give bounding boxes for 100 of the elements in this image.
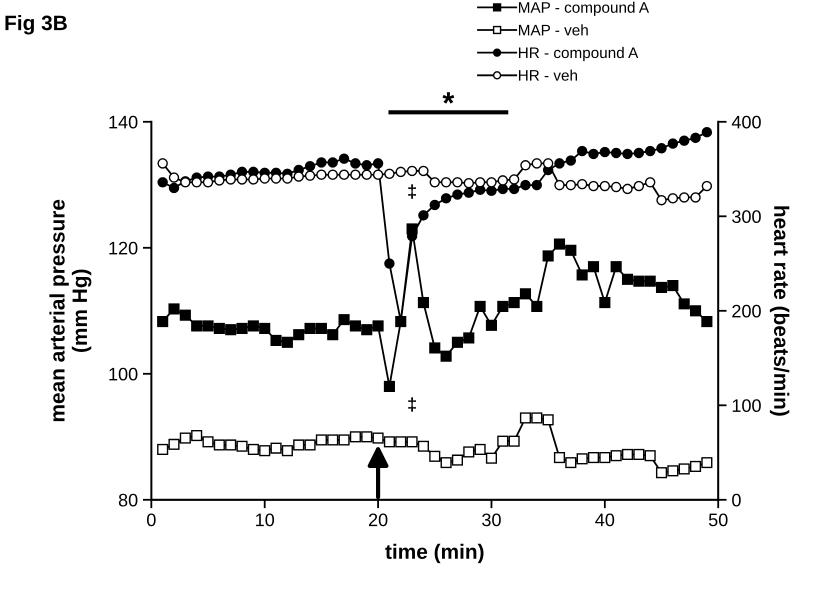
point xyxy=(191,430,202,442)
point xyxy=(656,282,668,294)
x-tick-label: 30 xyxy=(482,513,501,526)
point xyxy=(372,170,384,180)
point xyxy=(293,439,304,451)
point xyxy=(452,189,463,200)
point xyxy=(600,180,610,192)
y-tick-label: 140 xyxy=(109,116,138,129)
point xyxy=(520,288,532,300)
point xyxy=(678,298,690,310)
point xyxy=(542,158,554,169)
point xyxy=(610,261,622,272)
point xyxy=(474,300,486,312)
legend-label: MAP - veh xyxy=(518,24,588,36)
point xyxy=(168,182,180,194)
point xyxy=(690,305,702,316)
y2-tick-label: 200 xyxy=(732,304,761,318)
point xyxy=(304,322,316,334)
point xyxy=(644,177,656,188)
point xyxy=(440,457,452,468)
point xyxy=(225,324,236,336)
point xyxy=(396,166,406,178)
point xyxy=(372,432,384,444)
point xyxy=(576,146,588,156)
point xyxy=(588,180,599,192)
point xyxy=(656,143,667,154)
point xyxy=(259,322,270,334)
point xyxy=(576,269,588,280)
point xyxy=(486,320,498,331)
point xyxy=(520,160,531,170)
point xyxy=(644,146,656,156)
point xyxy=(656,195,667,206)
y-tick-label: 80 xyxy=(118,494,138,507)
point xyxy=(452,336,463,348)
point xyxy=(384,436,395,448)
point xyxy=(293,329,304,340)
point xyxy=(395,436,406,448)
point xyxy=(532,158,542,169)
point xyxy=(656,467,668,478)
point xyxy=(191,177,202,188)
point xyxy=(463,446,474,458)
point xyxy=(316,434,327,446)
point xyxy=(361,324,372,336)
point xyxy=(282,173,293,184)
point xyxy=(668,138,678,149)
point xyxy=(600,146,610,158)
point xyxy=(384,168,395,179)
x-tick-label: 50 xyxy=(708,513,728,526)
x-tick-label: 10 xyxy=(256,513,274,526)
point xyxy=(157,444,168,455)
legend-label: HR - veh xyxy=(518,70,577,81)
point xyxy=(667,280,678,292)
point xyxy=(440,350,452,362)
point xyxy=(678,192,690,203)
point xyxy=(531,412,542,424)
point xyxy=(701,457,712,468)
point xyxy=(644,276,656,287)
point xyxy=(474,444,486,455)
y-axis-title: mean arterial pressure (mm Hg) xyxy=(49,200,92,422)
point xyxy=(418,210,429,221)
point xyxy=(440,193,452,204)
y2-tick-label: 100 xyxy=(732,399,761,412)
point xyxy=(633,276,644,287)
point xyxy=(361,431,372,442)
point xyxy=(430,200,440,210)
point xyxy=(464,178,474,188)
point xyxy=(474,177,486,188)
y2-tick-label: 400 xyxy=(732,116,761,129)
y-tick-label: 120 xyxy=(109,242,138,255)
point xyxy=(214,439,225,451)
point xyxy=(610,450,622,462)
point xyxy=(328,157,338,168)
point xyxy=(702,180,712,192)
point xyxy=(191,320,202,332)
point xyxy=(168,438,180,450)
point xyxy=(259,173,270,184)
point xyxy=(452,177,463,188)
point xyxy=(588,452,600,464)
point xyxy=(542,414,554,426)
point xyxy=(248,174,259,185)
x-tick-label: 40 xyxy=(595,513,614,526)
point xyxy=(202,320,214,332)
point xyxy=(384,380,395,392)
point xyxy=(236,440,248,452)
point xyxy=(566,180,576,190)
point xyxy=(565,457,576,468)
point xyxy=(270,442,282,454)
point xyxy=(554,158,565,169)
point xyxy=(554,452,566,464)
point xyxy=(690,132,701,144)
point xyxy=(202,177,214,188)
point xyxy=(576,178,588,190)
point xyxy=(350,170,361,180)
point xyxy=(610,182,622,192)
point xyxy=(214,175,225,186)
point xyxy=(350,320,361,332)
point xyxy=(406,166,418,176)
point xyxy=(350,158,361,169)
point xyxy=(486,177,497,188)
point xyxy=(532,180,542,190)
